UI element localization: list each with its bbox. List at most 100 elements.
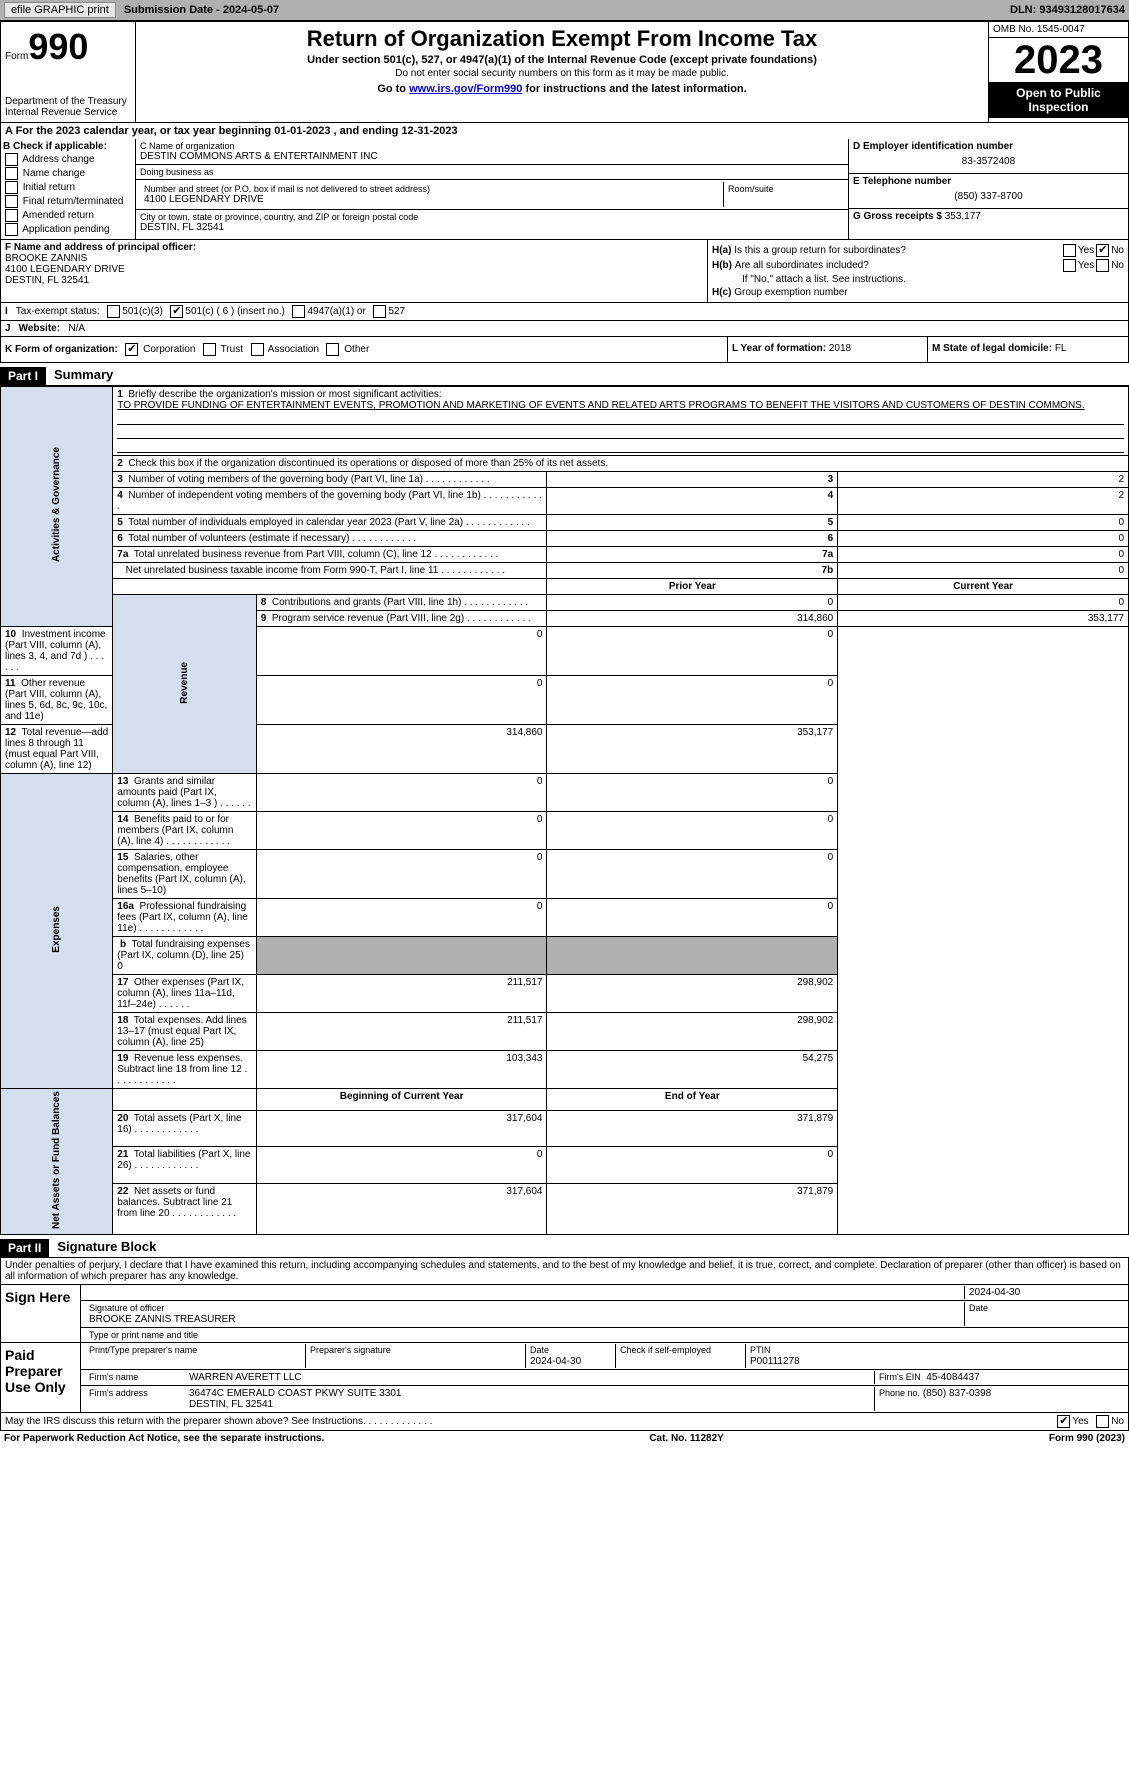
col-b-header: B Check if applicable: [3, 141, 133, 152]
section-f: F Name and address of principal officer:… [1, 240, 708, 302]
chk-amended-return[interactable]: Amended return [3, 209, 133, 222]
chk-501c[interactable]: ✔ [170, 305, 183, 318]
form-header-left: Form990 Department of the Treasury Inter… [1, 22, 136, 122]
exp-row-14: 14 Benefits paid to or for members (Part… [1, 812, 1129, 850]
firm-name: WARREN AVERETT LLC [185, 1371, 874, 1384]
hb-note: If "No," attach a list. See instructions… [712, 274, 1124, 285]
chk-other[interactable] [326, 343, 339, 356]
ptin: P00111278 [750, 1356, 800, 1367]
part2-label: Part II [0, 1239, 49, 1257]
side-label-exp: Expenses [1, 774, 113, 1089]
exp-row-15: 15 Salaries, other compensation, employe… [1, 850, 1129, 899]
section-f-h: F Name and address of principal officer:… [0, 240, 1129, 303]
prep-date: 2024-04-30 [530, 1356, 581, 1367]
org-name: DESTIN COMMONS ARTS & ENTERTAINMENT INC [140, 151, 844, 162]
form-subtitle-2: Do not enter social security numbers on … [140, 68, 984, 79]
footer-right: Form 990 (2023) [1049, 1433, 1125, 1444]
ein-cell: D Employer identification number 83-3572… [849, 139, 1128, 174]
sign-here-label: Sign Here [1, 1285, 81, 1342]
mission-text: TO PROVIDE FUNDING OF ENTERTAINMENT EVEN… [117, 400, 1084, 411]
website-value: N/A [68, 323, 85, 334]
chk-assoc[interactable] [251, 343, 264, 356]
officer-name: BROOKE ZANNIS [5, 253, 703, 264]
ha-no-chk[interactable]: ✔ [1096, 244, 1109, 257]
discuss-no-chk[interactable] [1096, 1415, 1109, 1428]
org-name-row: C Name of organization DESTIN COMMONS AR… [136, 139, 848, 165]
paid-preparer-label: Paid Preparer Use Only [1, 1343, 81, 1412]
net-row-20: 20 Total assets (Part X, line 16)317,604… [1, 1110, 1129, 1147]
gross-cell: G Gross receipts $ 353,177 [849, 209, 1128, 224]
open-to-public: Open to Public Inspection [989, 82, 1128, 118]
ein-value: 83-3572408 [853, 152, 1124, 171]
footer-mid: Cat. No. 11282Y [649, 1433, 723, 1444]
sign-here-grid: Sign Here 2024-04-30 Signature of office… [1, 1284, 1128, 1342]
chk-application-pending[interactable]: Application pending [3, 223, 133, 236]
footer-left: For Paperwork Reduction Act Notice, see … [4, 1433, 324, 1444]
part1-label: Part I [0, 367, 46, 385]
exp-row-16a: 16a Professional fundraising fees (Part … [1, 899, 1129, 937]
address-row: Number and street (or P.O. box if mail i… [136, 180, 848, 210]
submission-date: Submission Date - 2024-05-07 [124, 4, 279, 16]
net-row-21: 21 Total liabilities (Part X, line 26)00 [1, 1147, 1129, 1184]
form-header-right: OMB No. 1545-0047 2023 Open to Public In… [988, 22, 1128, 122]
ha-yes-chk[interactable] [1063, 244, 1076, 257]
row-klm: K Form of organization: ✔ Corporation Tr… [0, 337, 1129, 363]
chk-501c3[interactable] [107, 305, 120, 318]
chk-4947[interactable] [292, 305, 305, 318]
row-l: L Year of formation: 2018 [728, 337, 928, 362]
firm-address: 36474C EMERALD COAST PKWY SUITE 3301 DES… [185, 1387, 874, 1411]
hb-no-chk[interactable] [1096, 259, 1109, 272]
hb-yes-chk[interactable] [1063, 259, 1076, 272]
row-j: J Website: N/A [0, 321, 1129, 337]
gov-row-6: 6 Total number of volunteers (estimate i… [1, 531, 1129, 547]
officer-signature: BROOKE ZANNIS TREASURER [89, 1314, 236, 1325]
side-label-net: Net Assets or Fund Balances [1, 1089, 113, 1235]
irs-link[interactable]: www.irs.gov/Form990 [409, 83, 522, 95]
col-b: B Check if applicable: Address change Na… [1, 139, 136, 239]
gross-value: 353,177 [945, 211, 981, 222]
firm-phone: (850) 837-0398 [923, 1388, 991, 1399]
part1-header: Part I Summary [0, 363, 1129, 386]
chk-address-change[interactable]: Address change [3, 153, 133, 166]
firm-ein: 45-4084437 [926, 1372, 979, 1383]
section-h: H(a) Is this a group return for subordin… [708, 240, 1128, 302]
net-row-22: 22 Net assets or fund balances. Subtract… [1, 1183, 1129, 1234]
page-footer: For Paperwork Reduction Act Notice, see … [0, 1431, 1129, 1446]
summary-table: Activities & Governance 1 Briefly descri… [0, 386, 1129, 1235]
efile-print-button[interactable]: efile GRAPHIC print [4, 2, 116, 18]
paid-preparer-grid: Paid Preparer Use Only Print/Type prepar… [1, 1342, 1128, 1412]
chk-initial-return[interactable]: Initial return [3, 181, 133, 194]
sig-date: 2024-04-30 [964, 1286, 1124, 1299]
header-grid: B Check if applicable: Address change Na… [0, 139, 1129, 240]
city-row: City or town, state or province, country… [136, 210, 848, 235]
gov-row-3: 3 Number of voting members of the govern… [1, 472, 1129, 488]
col-c: C Name of organization DESTIN COMMONS AR… [136, 139, 848, 239]
form-number: 990 [28, 26, 88, 67]
officer-addr2: DESTIN, FL 32541 [5, 275, 703, 286]
form-header-center: Return of Organization Exempt From Incom… [136, 22, 988, 122]
org-address: 4100 LEGENDARY DRIVE [144, 194, 719, 205]
side-label-rev: Revenue [113, 595, 256, 774]
dln: DLN: 93493128017634 [1010, 4, 1125, 16]
form-title: Return of Organization Exempt From Incom… [140, 26, 984, 52]
chk-corp[interactable]: ✔ [125, 343, 138, 356]
gov-row-7a: 7a Total unrelated business revenue from… [1, 547, 1129, 563]
exp-row-16b: b Total fundraising expenses (Part IX, c… [1, 937, 1129, 975]
discuss-yes-chk[interactable]: ✔ [1057, 1415, 1070, 1428]
gov-row-5: 5 Total number of individuals employed i… [1, 515, 1129, 531]
dba-row: Doing business as [136, 165, 848, 180]
chk-527[interactable] [373, 305, 386, 318]
chk-name-change[interactable]: Name change [3, 167, 133, 180]
tax-year: 2023 [989, 38, 1128, 82]
chk-final-return[interactable]: Final return/terminated [3, 195, 133, 208]
omb-number: OMB No. 1545-0047 [989, 22, 1128, 38]
discuss-row: May the IRS discuss this return with the… [0, 1413, 1129, 1431]
part2-header: Part II Signature Block [0, 1235, 1129, 1258]
phone-cell: E Telephone number (850) 337-8700 [849, 174, 1128, 209]
exp-row-18: 18 Total expenses. Add lines 13–17 (must… [1, 1013, 1129, 1051]
sig-intro: Under penalties of perjury, I declare th… [1, 1258, 1128, 1284]
phone-value: (850) 337-8700 [853, 187, 1124, 206]
chk-trust[interactable] [203, 343, 216, 356]
form-subtitle-3: Go to www.irs.gov/Form990 for instructio… [140, 83, 984, 95]
part1-title: Summary [46, 367, 113, 382]
